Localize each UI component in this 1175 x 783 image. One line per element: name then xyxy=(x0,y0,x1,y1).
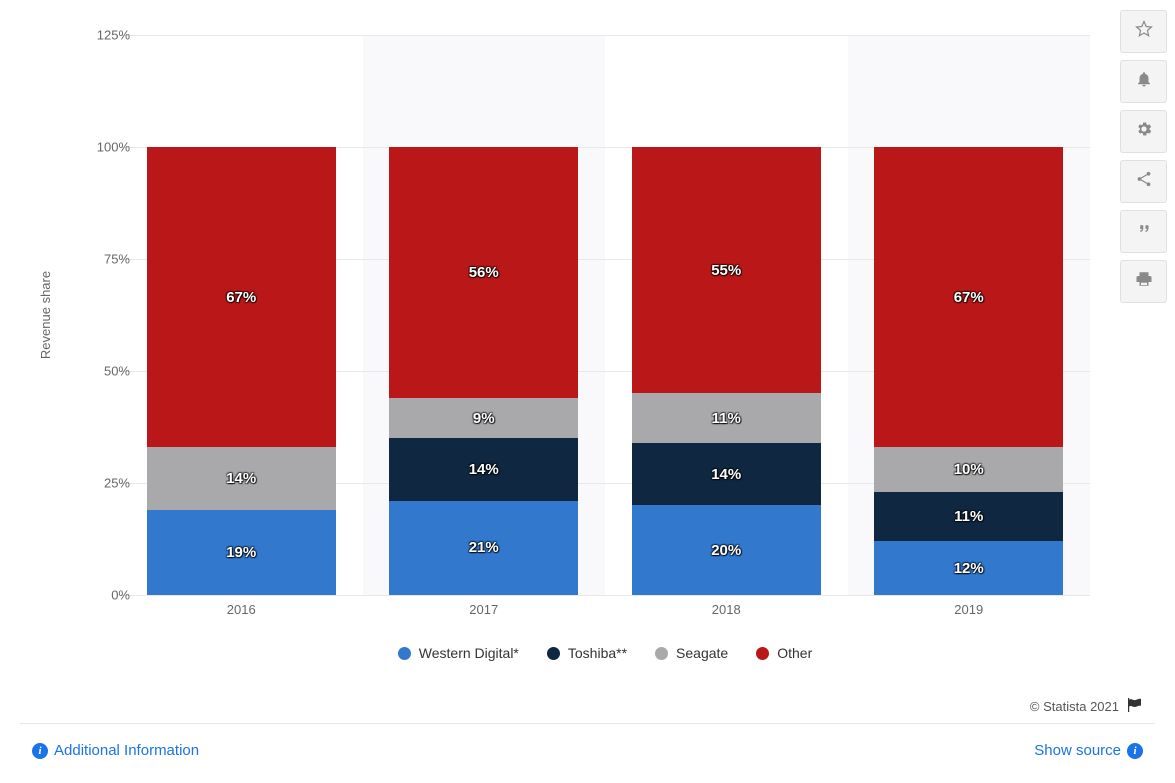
bar-value-label: 12% xyxy=(954,560,984,577)
bar-value-label: 14% xyxy=(711,466,741,483)
bar-segment[interactable]: 67% xyxy=(874,147,1063,447)
grid-line xyxy=(120,595,1090,596)
legend: Western Digital* Toshiba** Seagate Other xyxy=(120,645,1090,661)
favorite-icon xyxy=(1135,20,1153,43)
bar-segment[interactable]: 67% xyxy=(147,147,336,447)
bar-value-label: 56% xyxy=(469,264,499,281)
x-tick-label: 2019 xyxy=(954,602,983,617)
legend-label: Other xyxy=(777,645,812,661)
x-tick-label: 2018 xyxy=(712,602,741,617)
bar-segment[interactable]: 19% xyxy=(147,510,336,595)
notify-icon xyxy=(1135,70,1153,93)
legend-item[interactable]: Western Digital* xyxy=(398,645,519,661)
flag-icon[interactable] xyxy=(1127,698,1143,715)
x-tick-label: 2016 xyxy=(227,602,256,617)
legend-swatch xyxy=(398,647,411,660)
print-icon xyxy=(1135,270,1153,293)
legend-swatch xyxy=(756,647,769,660)
bar-segment[interactable]: 9% xyxy=(389,398,578,438)
favorite-button[interactable] xyxy=(1120,10,1167,53)
bar-segment[interactable]: 21% xyxy=(389,501,578,595)
bar-segment[interactable]: 14% xyxy=(147,447,336,510)
bar-group: 12% 11% 10% 67% xyxy=(874,35,1063,595)
additional-info-text: Additional Information xyxy=(54,742,199,759)
settings-icon xyxy=(1135,120,1153,143)
additional-info-link[interactable]: i Additional Information xyxy=(32,742,199,759)
y-tick-label: 25% xyxy=(70,476,130,491)
show-source-text: Show source xyxy=(1034,742,1121,759)
legend-label: Western Digital* xyxy=(419,645,519,661)
legend-item[interactable]: Seagate xyxy=(655,645,728,661)
y-tick-label: 125% xyxy=(70,28,130,43)
bar-group: 19% 14% 67% xyxy=(147,35,336,595)
bar-segment[interactable]: 12% xyxy=(874,541,1063,595)
citation-button[interactable] xyxy=(1120,210,1167,253)
share-icon xyxy=(1135,170,1153,193)
bar-value-label: 11% xyxy=(954,508,983,525)
chart-container: Revenue share 19% 14% 67% 21% 14% 9% 56% 20% 14%… xyxy=(20,20,1110,720)
plot-area: 19% 14% 67% 21% 14% 9% 56% 20% 14% 11% 55% 12% 11% 10… xyxy=(120,35,1090,595)
legend-item[interactable]: Toshiba** xyxy=(547,645,627,661)
notify-button[interactable] xyxy=(1120,60,1167,103)
share-button[interactable] xyxy=(1120,160,1167,203)
bar-value-label: 14% xyxy=(469,461,499,478)
y-tick-label: 0% xyxy=(70,588,130,603)
citation-icon xyxy=(1135,220,1153,243)
y-axis-label: Revenue share xyxy=(38,271,53,359)
bar-segment[interactable]: 14% xyxy=(632,443,821,506)
show-source-link[interactable]: Show source i xyxy=(1034,742,1143,759)
legend-swatch xyxy=(655,647,668,660)
bar-segment[interactable]: 11% xyxy=(874,492,1063,541)
legend-label: Seagate xyxy=(676,645,728,661)
y-tick-label: 100% xyxy=(70,140,130,155)
legend-label: Toshiba** xyxy=(568,645,627,661)
info-icon: i xyxy=(32,743,48,759)
copyright: © Statista 2021 xyxy=(1030,698,1143,715)
footer: © Statista 2021 i Additional Information… xyxy=(20,723,1155,783)
bar-segment[interactable]: 20% xyxy=(632,505,821,595)
bar-value-label: 67% xyxy=(226,289,256,306)
bar-segment[interactable]: 14% xyxy=(389,438,578,501)
bar-group: 20% 14% 11% 55% xyxy=(632,35,821,595)
bar-group: 21% 14% 9% 56% xyxy=(389,35,578,595)
bar-value-label: 11% xyxy=(712,410,741,427)
bar-segment[interactable]: 11% xyxy=(632,393,821,442)
y-tick-label: 75% xyxy=(70,252,130,267)
copyright-text: © Statista 2021 xyxy=(1030,699,1119,714)
bar-value-label: 55% xyxy=(711,262,741,279)
print-button[interactable] xyxy=(1120,260,1167,303)
x-tick-label: 2017 xyxy=(469,602,498,617)
y-tick-label: 50% xyxy=(70,364,130,379)
legend-item[interactable]: Other xyxy=(756,645,812,661)
bar-value-label: 67% xyxy=(954,289,984,306)
bar-value-label: 19% xyxy=(226,544,256,561)
toolbar xyxy=(1120,10,1167,303)
bar-value-label: 10% xyxy=(954,461,984,478)
bar-segment[interactable]: 10% xyxy=(874,447,1063,492)
bar-value-label: 21% xyxy=(469,539,499,556)
settings-button[interactable] xyxy=(1120,110,1167,153)
info-icon: i xyxy=(1127,743,1143,759)
bar-value-label: 9% xyxy=(473,410,495,427)
bar-value-label: 14% xyxy=(226,470,256,487)
bar-segment[interactable]: 56% xyxy=(389,147,578,398)
bar-value-label: 20% xyxy=(711,542,741,559)
legend-swatch xyxy=(547,647,560,660)
bar-segment[interactable]: 55% xyxy=(632,147,821,393)
